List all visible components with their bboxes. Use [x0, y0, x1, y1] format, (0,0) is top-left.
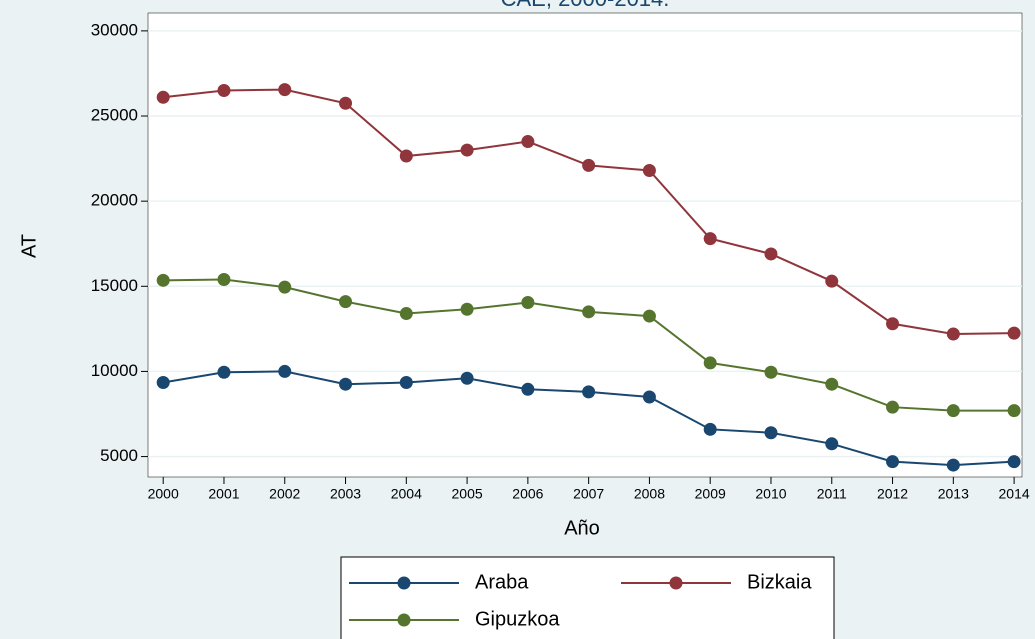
legend-marker [669, 576, 683, 590]
y-tick-label: 5000 [100, 446, 138, 465]
data-point [521, 135, 535, 149]
data-point [764, 365, 778, 379]
x-tick-label: 2009 [695, 486, 726, 502]
data-point [946, 327, 960, 341]
data-point [217, 272, 231, 286]
data-point [460, 371, 474, 385]
data-point [764, 426, 778, 440]
data-point [825, 437, 839, 451]
legend [340, 556, 835, 639]
legend-marker [397, 613, 411, 627]
y-tick-label: 10000 [91, 361, 138, 380]
data-point [642, 309, 656, 323]
y-axis-label: AT [18, 234, 40, 258]
y-tick-label: 30000 [91, 20, 138, 39]
data-point [642, 390, 656, 404]
y-tick-label: 15000 [91, 276, 138, 295]
data-point [703, 422, 717, 436]
data-point [399, 307, 413, 321]
x-tick-label: 2014 [999, 486, 1030, 502]
data-point [582, 158, 596, 172]
data-point [156, 90, 170, 104]
data-point [460, 143, 474, 157]
data-point [156, 375, 170, 389]
data-point [582, 385, 596, 399]
data-point [825, 274, 839, 288]
data-point [339, 96, 353, 110]
x-tick-label: 2005 [452, 486, 483, 502]
data-point [521, 382, 535, 396]
data-point [764, 247, 778, 261]
data-point [1007, 404, 1021, 418]
data-point [825, 377, 839, 391]
data-point [339, 377, 353, 391]
legend-label: Bizkaia [747, 571, 812, 593]
x-tick-label: 2008 [634, 486, 665, 502]
x-tick-label: 2011 [817, 486, 847, 502]
data-point [217, 365, 231, 379]
x-axis-label: Año [564, 517, 600, 539]
data-point [703, 356, 717, 370]
x-tick-label: 2002 [269, 486, 300, 502]
data-point [339, 295, 353, 309]
x-tick-label: 2007 [573, 486, 604, 502]
x-tick-label: 2012 [877, 486, 908, 502]
data-point [886, 317, 900, 331]
y-tick-label: 20000 [91, 191, 138, 210]
legend-label: Araba [475, 571, 529, 593]
data-point [278, 280, 292, 294]
legend-label: Gipuzkoa [475, 608, 560, 630]
legend-marker [397, 576, 411, 590]
data-point [582, 305, 596, 319]
x-tick-label: 2010 [755, 486, 786, 502]
data-point [946, 458, 960, 472]
x-tick-label: 2003 [330, 486, 361, 502]
data-point [460, 302, 474, 316]
data-point [886, 400, 900, 414]
data-point [946, 404, 960, 418]
plot-area [147, 12, 1023, 478]
data-point [156, 273, 170, 287]
data-point [1007, 455, 1021, 469]
data-point [1007, 326, 1021, 340]
x-tick-label: 2013 [938, 486, 969, 502]
data-point [703, 232, 717, 246]
data-point [278, 364, 292, 378]
data-point [521, 295, 535, 309]
x-tick-label: 2000 [148, 486, 179, 502]
y-tick-label: 25000 [91, 106, 138, 125]
data-point [278, 83, 292, 97]
x-tick-label: 2006 [512, 486, 543, 502]
data-point [642, 164, 656, 178]
data-point [399, 149, 413, 163]
chart-title: CAE, 2000-2014. [501, 0, 670, 11]
data-point [886, 455, 900, 469]
data-point [399, 375, 413, 389]
data-point [217, 83, 231, 97]
x-tick-label: 2004 [391, 486, 422, 502]
x-tick-label: 2001 [208, 486, 239, 502]
